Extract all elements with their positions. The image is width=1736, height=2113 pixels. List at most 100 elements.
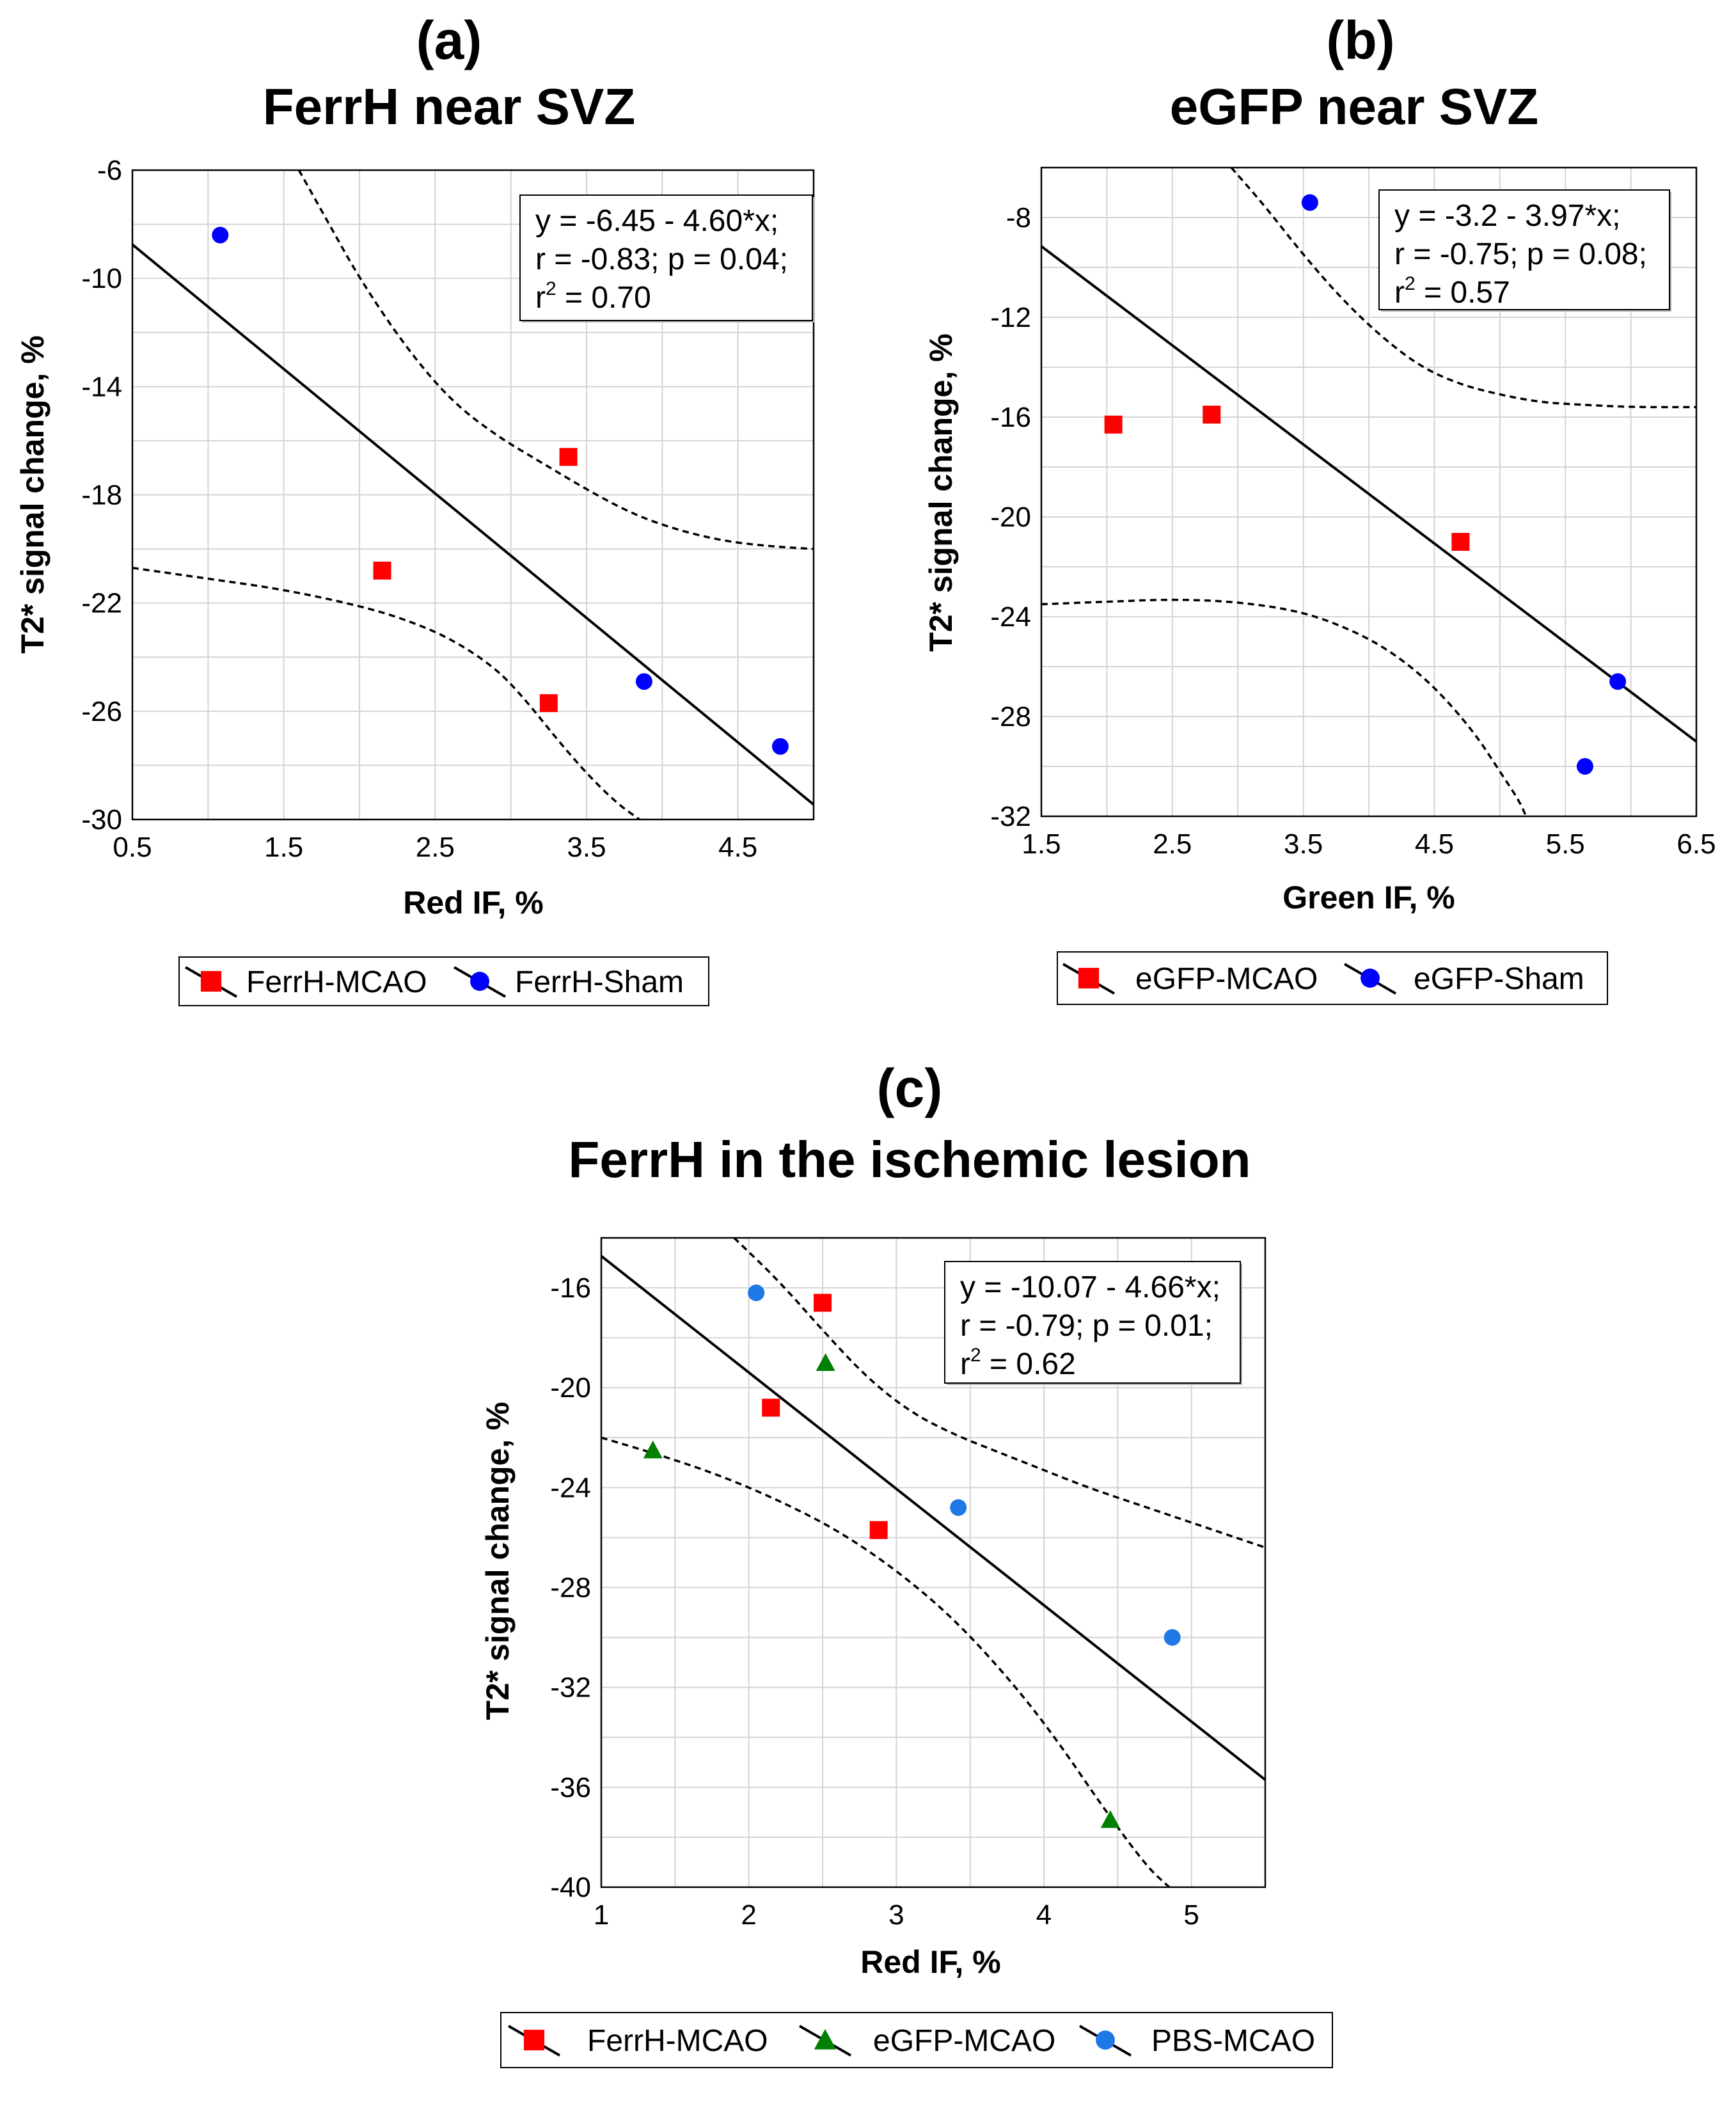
x-tick-label: 3.5 (1284, 828, 1323, 860)
data-point (771, 738, 789, 755)
confidence-band-upper (1230, 168, 1696, 409)
chart-panel-2: (b) eGFP near SVZ 1.5 2.5 3.5 4.5 5.5 6.5 -8 -12 -… (923, 10, 1716, 1005)
annotation-correlation: r = -0.75; p = 0.08; (1394, 237, 1647, 271)
legend: eGFP-MCAO eGFP-Sham (1057, 951, 1608, 1005)
legend-item: FerrH-Sham (454, 965, 684, 999)
x-tick-label: 3.5 (567, 832, 606, 863)
legend-box (178, 956, 709, 1006)
y-axis-label: T2* signal change, % (923, 333, 959, 651)
r-squared-symbol: r (1394, 276, 1405, 310)
plot-frame (1040, 166, 1698, 818)
chart-panel-1: (a) FerrH near SVZ 0.5 1.5 2.5 3.5 4.5 -6 -10 -14… (15, 10, 815, 1006)
data-point (762, 1398, 780, 1417)
chart-title: FerrH in the ischemic lesion (569, 1131, 1251, 1188)
y-tick-label: -20 (550, 1372, 591, 1404)
y-tick-label: -22 (81, 588, 122, 619)
data-point (816, 1353, 835, 1371)
y-tick-label: -16 (550, 1272, 591, 1304)
data-point (869, 1521, 888, 1539)
x-tick-label: 1.5 (1022, 828, 1061, 860)
r-squared-superscript: 2 (970, 1345, 981, 1366)
x-tick-label: 4 (1036, 1899, 1052, 1931)
plot-lines (1041, 168, 1696, 816)
legend-label: FerrH-MCAO (587, 2024, 768, 2058)
x-tick-label: 1 (594, 1899, 609, 1931)
annotation-r-squared: r2 = 0.62 (960, 1345, 1076, 1381)
r-squared-superscript: 2 (546, 278, 556, 299)
panel-letter: (b) (1326, 10, 1394, 70)
r-squared-symbol: r (535, 281, 546, 315)
series-egfp-mcao (1104, 406, 1470, 551)
x-axis-label: Red IF, % (860, 1944, 1000, 1980)
chart-title: FerrH near SVZ (263, 78, 635, 135)
chart-panel-3: (c) FerrH in the ischemic lesion 1 2 3 4 5 -16 -… (480, 1058, 1333, 2068)
x-tick-label: 5.5 (1546, 828, 1585, 860)
legend-label: FerrH-MCAO (246, 965, 427, 999)
confidence-band-lower (132, 566, 641, 819)
r-squared-symbol: r (960, 1347, 970, 1381)
data-point (212, 226, 229, 244)
r-squared-superscript: 2 (1405, 273, 1416, 294)
panel-letter: (c) (877, 1058, 943, 1118)
y-tick-label: -24 (990, 601, 1031, 633)
series-egfp-mcao (643, 1353, 1120, 1828)
legend-item: PBS-MCAO (1079, 2024, 1315, 2058)
regression-line (1041, 245, 1696, 743)
x-tick-label: 2.5 (416, 832, 455, 863)
y-tick-label: -6 (97, 155, 122, 186)
series-ferrh-sham (212, 226, 789, 755)
x-tick-label: 4.5 (718, 832, 757, 863)
legend: FerrH-MCAO eGFP-MCAO PBS-MCAO (500, 2012, 1333, 2068)
annotation-correlation: r = -0.79; p = 0.01; (960, 1309, 1213, 1343)
annotation-r-squared: r2 = 0.57 (1394, 273, 1510, 310)
legend-marker (1078, 967, 1100, 989)
annotation-r-squared: r2 = 0.70 (535, 278, 651, 315)
regression-annotation: y = -10.07 - 4.66*x; r = -0.79; p = 0.01;… (944, 1261, 1242, 1385)
y-tick-label: -32 (550, 1672, 591, 1704)
data-point (814, 1294, 832, 1312)
annotation-correlation: r = -0.83; p = 0.04; (535, 242, 788, 276)
y-axis-label: T2* signal change, % (480, 1402, 516, 1720)
x-tick-label: 0.5 (113, 832, 152, 863)
regression-line (601, 1254, 1265, 1781)
regression-annotation: y = -3.2 - 3.97*x;r = -0.75; p = 0.08;r2… (1378, 189, 1671, 312)
y-tick-label: -18 (81, 480, 122, 511)
data-point (1609, 673, 1627, 690)
x-tick-label: 2.5 (1153, 828, 1192, 860)
data-point (1301, 194, 1318, 211)
r-squared-value: = 0.57 (1416, 276, 1510, 310)
legend-box (500, 2012, 1333, 2068)
legend-marker (470, 972, 489, 991)
r-squared-value: = 0.70 (556, 281, 651, 315)
annotation-equation: y = -10.07 - 4.66*x; (960, 1270, 1220, 1304)
annotation-equation: y = -3.2 - 3.97*x; (1394, 199, 1621, 233)
data-point (950, 1499, 967, 1516)
y-tick-label: -32 (990, 801, 1031, 832)
x-tick-label: 5 (1183, 1899, 1199, 1931)
legend-label: eGFP-Sham (1414, 962, 1584, 996)
data-point (1451, 533, 1470, 551)
data-point (1100, 1810, 1120, 1828)
y-tick-label: -10 (81, 263, 122, 294)
x-tick-label: 3 (888, 1899, 904, 1931)
legend-item: eGFP-MCAO (1062, 962, 1318, 996)
data-point (748, 1284, 765, 1301)
x-tick-label: 1.5 (264, 832, 303, 863)
data-point (1576, 758, 1593, 775)
y-tick-label: -26 (81, 696, 122, 727)
data-point (635, 673, 652, 690)
x-axis-label: Red IF, % (403, 885, 543, 921)
y-tick-label: -28 (550, 1572, 591, 1604)
x-tick-label: 6.5 (1677, 828, 1716, 860)
data-point (1104, 415, 1123, 434)
plot-frame (131, 169, 815, 821)
legend-item: eGFP-MCAO (799, 2024, 1055, 2058)
x-tick-label: 4.5 (1415, 828, 1454, 860)
regression-line (132, 243, 814, 806)
data-point (559, 448, 578, 466)
legend-item: FerrH-MCAO (185, 965, 427, 999)
legend-marker (200, 970, 222, 992)
legend-box (1057, 951, 1608, 1005)
data-point (539, 694, 558, 713)
